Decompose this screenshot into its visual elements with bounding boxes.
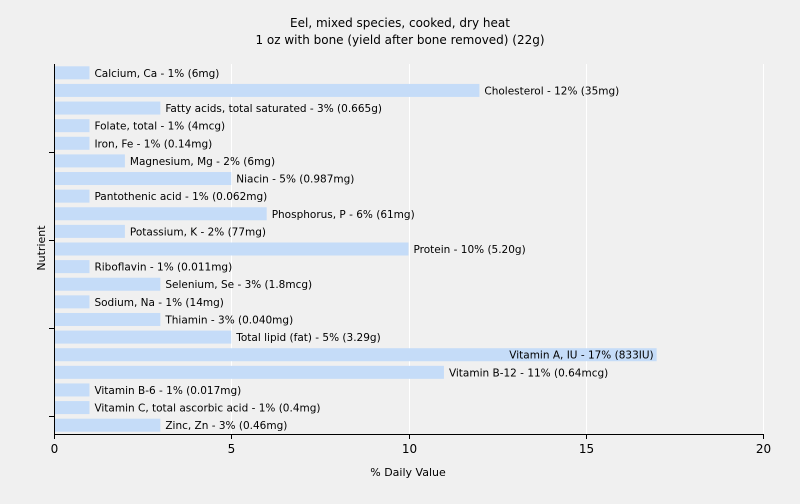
bar xyxy=(55,66,90,80)
bar xyxy=(55,172,232,186)
bar-label: Zinc, Zn - 3% (0.46mg) xyxy=(165,420,287,432)
x-tick-label: 0 xyxy=(51,442,59,456)
bar-label: Pantothenic acid - 1% (0.062mg) xyxy=(94,191,267,203)
bar xyxy=(55,207,267,221)
bar-label: Vitamin B-12 - 11% (0.64mcg) xyxy=(449,367,608,379)
bar xyxy=(55,277,161,291)
x-tick-label: 15 xyxy=(579,442,594,456)
bar-label: Total lipid (fat) - 5% (3.29g) xyxy=(235,332,380,344)
bar xyxy=(55,83,480,97)
bar-label: Phosphorus, P - 6% (61mg) xyxy=(272,209,415,221)
bar-label: Vitamin C, total ascorbic acid - 1% (0.4… xyxy=(94,403,320,415)
bar-label: Cholesterol - 12% (35mg) xyxy=(484,85,619,97)
bar-label: Niacin - 5% (0.987mg) xyxy=(236,174,354,186)
x-axis-label: % Daily Value xyxy=(370,466,446,479)
bar-label: Potassium, K - 2% (77mg) xyxy=(130,226,266,238)
bar-label: Folate, total - 1% (4mcg) xyxy=(94,121,225,133)
x-tick-label: 10 xyxy=(402,442,417,456)
bar xyxy=(55,189,90,203)
bar-label: Sodium, Na - 1% (14mg) xyxy=(94,297,223,309)
bar xyxy=(55,224,125,238)
x-tick-label: 20 xyxy=(756,442,771,456)
bar xyxy=(55,101,161,115)
bar xyxy=(55,348,657,362)
bar xyxy=(55,330,232,344)
bar-label: Vitamin B-6 - 1% (0.017mg) xyxy=(94,385,241,397)
bar-label: Protein - 10% (5.20g) xyxy=(414,244,526,256)
bar xyxy=(55,365,444,379)
bar xyxy=(55,401,90,415)
bar-label: Vitamin A, IU - 17% (833IU) xyxy=(509,350,653,362)
axes: 0 5 10 15 20 xyxy=(49,64,771,456)
bar xyxy=(55,154,125,168)
y-axis-label: Nutrient xyxy=(35,225,48,271)
bar-label: Selenium, Se - 3% (1.8mcg) xyxy=(165,279,312,291)
bar-label: Magnesium, Mg - 2% (6mg) xyxy=(130,156,275,168)
bar xyxy=(55,136,90,150)
bars: Calcium, Ca - 1% (6mg) Cholesterol - 12% … xyxy=(55,66,657,432)
bar-label: Fatty acids, total saturated - 3% (0.665… xyxy=(165,103,382,115)
bar xyxy=(55,242,409,256)
chart-subtitle: 1 oz with bone (yield after bone removed… xyxy=(255,33,544,47)
bar-label: Calcium, Ca - 1% (6mg) xyxy=(94,68,219,80)
bar xyxy=(55,312,161,326)
bar xyxy=(55,418,161,432)
bar xyxy=(55,260,90,274)
bar xyxy=(55,383,90,397)
bar-label: Thiamin - 3% (0.040mg) xyxy=(164,314,293,326)
x-tick-label: 5 xyxy=(228,442,236,456)
bar-label: Riboflavin - 1% (0.011mg) xyxy=(94,262,232,274)
bar xyxy=(55,119,90,133)
bar-label: Iron, Fe - 1% (0.14mg) xyxy=(94,138,212,150)
bar xyxy=(55,295,90,309)
chart-title: Eel, mixed species, cooked, dry heat xyxy=(290,16,510,30)
